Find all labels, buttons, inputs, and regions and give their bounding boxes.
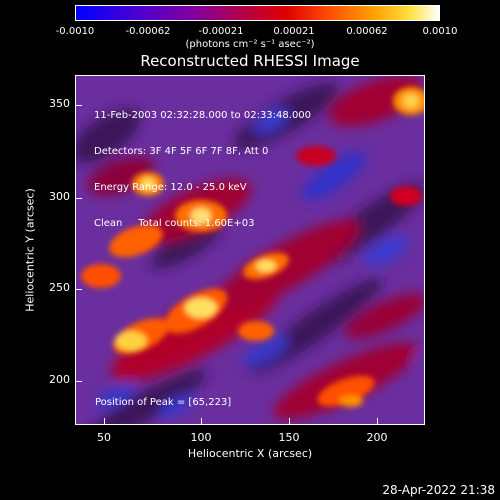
y-tick-mark	[76, 198, 82, 199]
colorbar-tick: 0.00021	[273, 26, 315, 37]
colorbar-tick: -0.00021	[198, 26, 244, 37]
x-tick-mark	[377, 418, 378, 424]
y-tick-mark	[76, 289, 82, 290]
y-tick-label: 250	[49, 281, 70, 294]
x-tick-mark	[289, 418, 290, 424]
x-axis-label: Heliocentric X (arcsec)	[187, 447, 313, 460]
rhessi-image-plot	[75, 75, 425, 425]
x-tick-label: 50	[97, 431, 111, 444]
y-tick-mark	[76, 105, 82, 106]
colorbar-tick: 0.00062	[346, 26, 388, 37]
peak-position-label: Position of Peak = [65,223]	[95, 397, 232, 408]
y-tick-label: 200	[49, 373, 70, 386]
y-tick-label: 350	[49, 97, 70, 110]
x-tick-label: 150	[278, 431, 300, 444]
colorbar	[75, 5, 440, 21]
heatmap	[76, 76, 424, 424]
x-tick-label: 200	[366, 431, 388, 444]
info-method-counts: Clean Total counts: 1.60E+03	[94, 218, 255, 229]
y-axis-label: Heliocentric Y (arcsec)	[23, 188, 37, 312]
generation-timestamp: 28-Apr-2022 21:38	[382, 483, 495, 497]
info-time-range: 11-Feb-2003 02:32:28.000 to 02:33:48.000	[94, 110, 312, 121]
info-detectors: Detectors: 3F 4F 5F 6F 7F 8F, Att 0	[94, 146, 269, 157]
colorbar-unit-label: (photons cm⁻² s⁻¹ asec⁻²)	[185, 39, 315, 50]
x-tick-mark	[201, 418, 202, 424]
observation-info: 11-Feb-2003 02:32:28.000 to 02:33:48.000…	[94, 86, 311, 242]
y-tick-label: 300	[49, 190, 70, 203]
colorbar-tick: -0.0010	[55, 26, 95, 37]
colorbar-tick: -0.00062	[125, 26, 171, 37]
x-tick-mark	[104, 418, 105, 424]
x-tick-label: 100	[190, 431, 212, 444]
info-energy-range: Energy Range: 12.0 - 25.0 keV	[94, 182, 247, 193]
image-title: Reconstructed RHESSI Image	[140, 52, 360, 70]
y-tick-mark	[76, 381, 82, 382]
heatmap-hotspots	[81, 87, 424, 407]
colorbar-tick: 0.0010	[422, 26, 458, 37]
